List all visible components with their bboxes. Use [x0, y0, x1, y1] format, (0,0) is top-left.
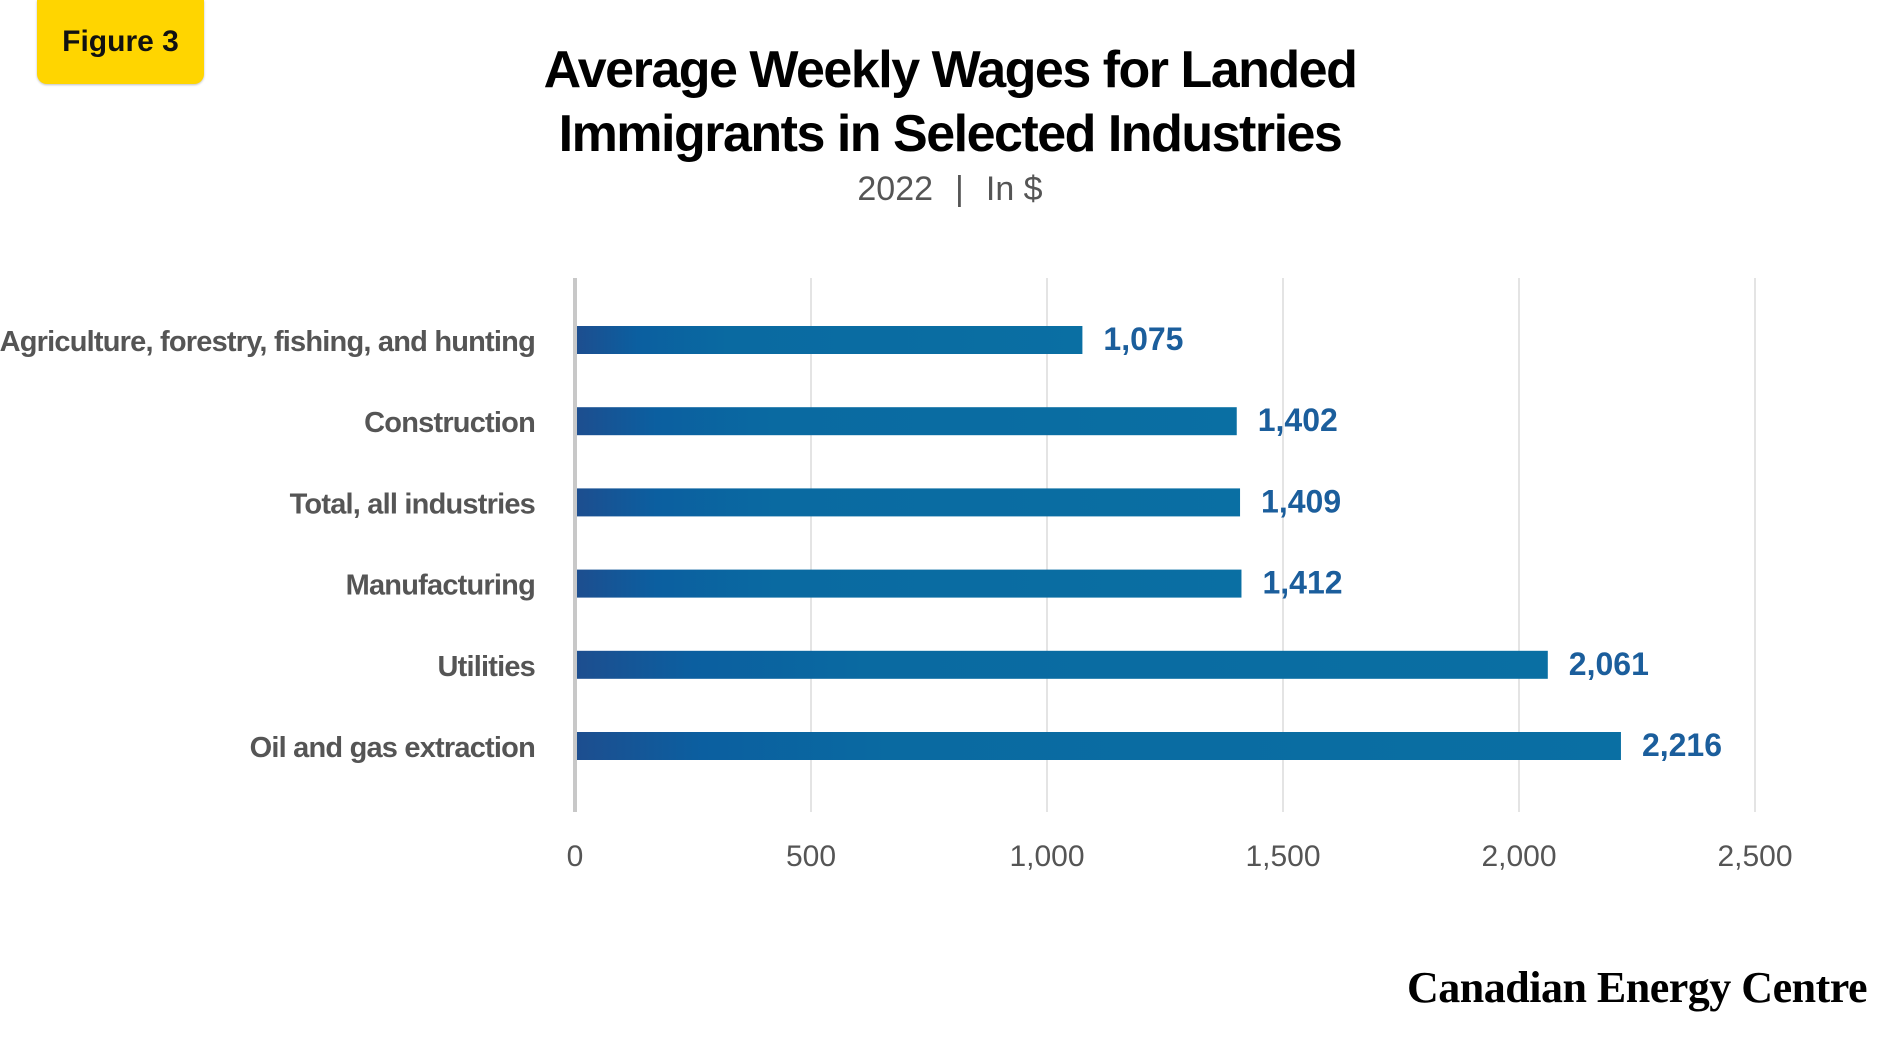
bar — [577, 326, 1083, 354]
bar — [577, 407, 1237, 436]
value-label: 2,061 — [1569, 646, 1649, 682]
chart-title: Average Weekly Wages for Landed Immigran… — [0, 38, 1900, 166]
bar — [577, 488, 1241, 517]
brand-logo-text: Canadian Energy Centre — [1407, 963, 1867, 1012]
value-label: 1,075 — [1103, 321, 1183, 357]
category-labels: Agriculture, forestry, fishing, and hunt… — [0, 326, 536, 764]
value-label: 1,412 — [1262, 565, 1342, 601]
value-label: 1,409 — [1261, 483, 1341, 519]
bar — [577, 569, 1242, 598]
category-label: Agriculture, forestry, fishing, and hunt… — [0, 326, 535, 358]
chart-title-line1: Average Weekly Wages for Landed — [543, 41, 1358, 99]
x-tick-label: 500 — [786, 840, 836, 873]
gridlines — [573, 278, 1756, 812]
x-axis-ticks: 0 500 1,000 1,500 2,000 2,500 — [567, 840, 1793, 873]
subtitle-separator: | — [955, 170, 964, 208]
value-label: 1,402 — [1258, 402, 1338, 438]
category-label: Construction — [364, 407, 535, 439]
x-tick-label: 0 — [567, 840, 584, 873]
chart-title-line2: Immigrants in Selected Industries — [558, 105, 1343, 163]
bar — [577, 732, 1621, 760]
subtitle-unit: In $ — [985, 170, 1043, 208]
x-tick-label: 1,000 — [1009, 840, 1084, 873]
x-tick-label: 2,500 — [1717, 840, 1792, 873]
figure-label: Figure 3 — [37, 0, 204, 84]
value-label: 2,216 — [1642, 727, 1722, 763]
category-label: Utilities — [437, 651, 535, 683]
chart-subtitle: 2022 | In $ — [0, 170, 1900, 209]
bar — [577, 650, 1548, 679]
value-labels: 1,075 1,402 1,409 1,412 2,061 2,216 — [1103, 321, 1722, 763]
bars — [577, 326, 1621, 760]
x-tick-label: 1,500 — [1245, 840, 1320, 873]
x-tick-label: 2,000 — [1481, 840, 1556, 873]
category-label: Total, all industries — [290, 488, 535, 520]
category-label: Oil and gas extraction — [250, 732, 535, 764]
category-label: Manufacturing — [346, 570, 535, 602]
subtitle-year: 2022 — [857, 170, 934, 208]
